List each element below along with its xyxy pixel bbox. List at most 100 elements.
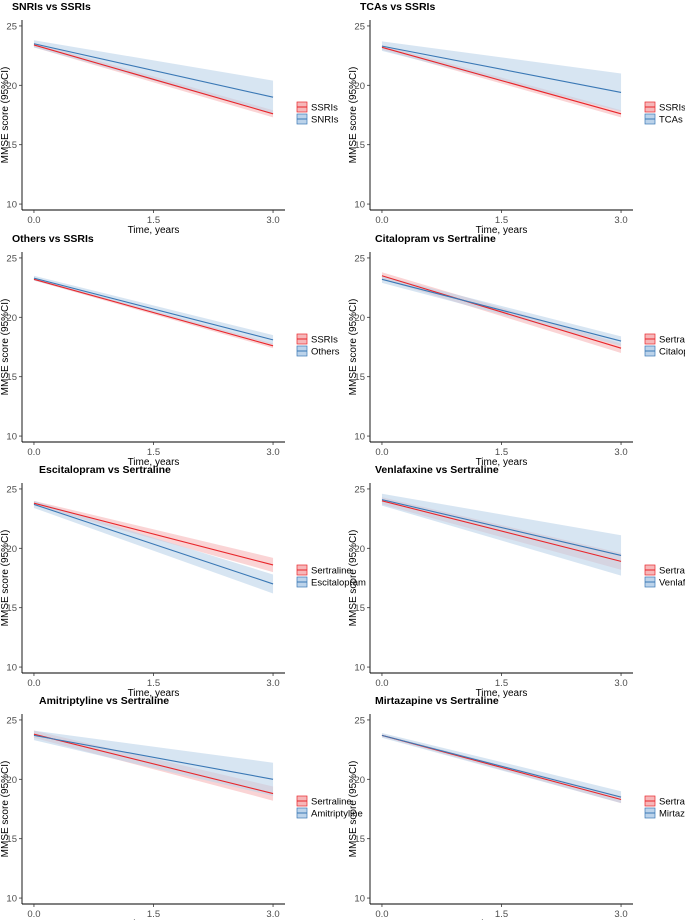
series-line-sertraline <box>33 502 274 566</box>
series-line-ssris <box>33 278 274 347</box>
ci-band-escitalopram <box>33 500 274 594</box>
series-line-venlafaxine <box>381 499 622 556</box>
x-axis-label: Time, years <box>128 225 180 236</box>
series-line-snris <box>33 43 274 98</box>
chart-panel: TCAs vs SSRIs MMSE score (95%CI) 10 15 20 25 0… <box>348 1 685 236</box>
legend-label: SSRIs <box>659 103 685 114</box>
legend-label: Sertraline <box>659 566 685 577</box>
y-tick-label: 20 <box>354 81 365 92</box>
y-tick-label: 10 <box>6 894 17 905</box>
legend-item: Others <box>296 345 340 358</box>
y-tick-label: 15 <box>354 140 365 151</box>
x-tick-label: 3.0 <box>614 215 627 226</box>
y-tick-label: 25 <box>6 715 17 726</box>
y-axis-label: MMSE score (95%CI) <box>348 67 359 164</box>
chart-title: Citalopram vs Sertraline <box>375 233 496 245</box>
legend-item: Sertraline <box>296 564 352 577</box>
legend-label: Sertraline <box>311 797 352 808</box>
legend-label: Mirtazapine <box>659 809 685 820</box>
series-line-sertraline <box>33 733 274 795</box>
y-tick-label: 25 <box>6 21 17 32</box>
y-tick-label: 25 <box>354 484 365 495</box>
legend-label: Sertraline <box>311 566 352 577</box>
chart-panel: Citalopram vs Sertraline MMSE score (95%C… <box>348 233 685 468</box>
x-tick-label: 0.0 <box>27 909 40 920</box>
y-axis-label: MMSE score (95%CI) <box>348 761 359 858</box>
ci-band-mirtazapine <box>381 733 622 804</box>
series-line-sertraline <box>381 275 622 349</box>
x-tick-label: 3.0 <box>266 215 279 226</box>
legend-item: Venlafaxine <box>644 576 685 589</box>
y-axis-label: MMSE score (95%CI) <box>348 299 359 396</box>
series-line-citalopram <box>381 278 622 342</box>
ci-band-sertraline <box>33 500 274 573</box>
x-tick-label: 1.5 <box>147 909 160 920</box>
y-tick-label: 25 <box>6 253 17 264</box>
y-axis-label: MMSE score (95%CI) <box>0 761 11 858</box>
series-line-others <box>33 277 274 341</box>
y-tick-label: 10 <box>354 894 365 905</box>
legend-item: Amitriptyline <box>296 807 363 820</box>
legend-label: Escitalopram <box>311 578 366 589</box>
y-tick-label: 15 <box>354 834 365 845</box>
legend-item: Sertraline <box>644 795 685 808</box>
y-tick-label: 10 <box>6 432 17 443</box>
x-tick-label: 1.5 <box>147 678 160 689</box>
y-tick-label: 15 <box>6 140 17 151</box>
x-tick-label: 3.0 <box>266 447 279 458</box>
y-tick-label: 20 <box>6 81 17 92</box>
ci-band-venlafaxine <box>381 493 622 576</box>
y-tick-label: 15 <box>354 372 365 383</box>
x-tick-label: 3.0 <box>614 447 627 458</box>
x-tick-label: 0.0 <box>27 678 40 689</box>
legend-label: TCAs <box>659 115 683 126</box>
series-line-amitriptyline <box>33 734 274 780</box>
legend-item: Sertraline <box>644 333 685 346</box>
legend-label: Citalopram <box>659 347 685 358</box>
y-tick-label: 20 <box>354 544 365 555</box>
legend-item: SNRIs <box>296 113 339 126</box>
legend-item: SSRIs <box>296 333 338 346</box>
y-tick-label: 25 <box>6 484 17 495</box>
x-tick-label: 3.0 <box>266 909 279 920</box>
y-axis-label: MMSE score (95%CI) <box>0 299 11 396</box>
x-tick-label: 1.5 <box>495 678 508 689</box>
y-tick-label: 10 <box>354 663 365 674</box>
x-tick-label: 1.5 <box>495 909 508 920</box>
x-tick-label: 0.0 <box>375 678 388 689</box>
y-axis-label: MMSE score (95%CI) <box>0 530 11 627</box>
chart-title: Amitriptyline vs Sertraline <box>39 695 169 707</box>
y-tick-label: 10 <box>354 200 365 211</box>
chart-panel: Escitalopram vs Sertraline MMSE score (95… <box>0 464 366 699</box>
series-line-ssris <box>33 44 274 115</box>
y-tick-label: 20 <box>354 775 365 786</box>
chart-panel: SNRIs vs SSRIs MMSE score (95%CI) 10 15 20 25… <box>0 1 339 236</box>
y-tick-label: 15 <box>6 372 17 383</box>
legend-label: Sertraline <box>659 797 685 808</box>
ci-band-amitriptyline <box>33 730 274 796</box>
ci-band-others <box>33 275 274 345</box>
x-tick-label: 1.5 <box>147 215 160 226</box>
legend-item: Escitalopram <box>296 576 366 589</box>
ci-band-snris <box>33 40 274 114</box>
legend-label: Others <box>311 347 340 358</box>
series-line-sertraline <box>381 500 622 562</box>
legend-label: SSRIs <box>311 335 338 346</box>
legend-item: Mirtazapine <box>644 807 685 820</box>
legend-item: SSRIs <box>296 101 338 114</box>
legend-label: Amitriptyline <box>311 809 363 820</box>
chart-title: Escitalopram vs Sertraline <box>39 464 171 476</box>
x-tick-label: 1.5 <box>147 447 160 458</box>
legend-item: SSRIs <box>644 101 685 114</box>
y-tick-label: 15 <box>6 834 17 845</box>
y-tick-label: 15 <box>6 603 17 614</box>
y-tick-label: 20 <box>6 313 17 324</box>
x-tick-label: 3.0 <box>266 678 279 689</box>
y-tick-label: 10 <box>354 432 365 443</box>
x-axis-label: Time, years <box>128 457 180 468</box>
ci-band-tcas <box>381 41 622 112</box>
chart-title: TCAs vs SSRIs <box>360 1 435 13</box>
series-line-tcas <box>381 45 622 93</box>
chart-title: SNRIs vs SSRIs <box>12 1 91 13</box>
x-tick-label: 1.5 <box>495 447 508 458</box>
